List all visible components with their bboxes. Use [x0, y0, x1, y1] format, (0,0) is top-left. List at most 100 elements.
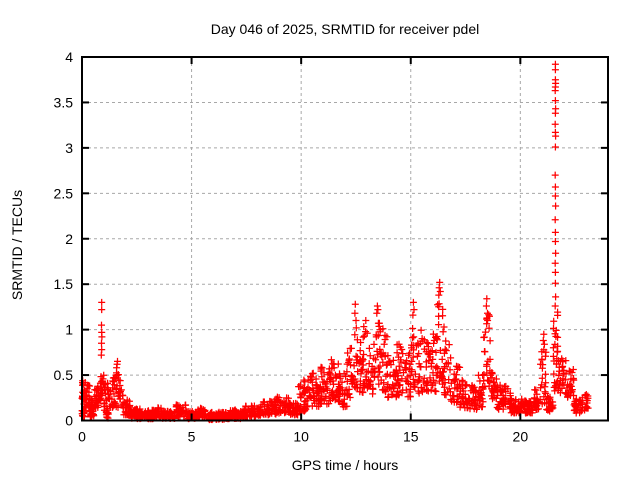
- data-point-plus: [567, 386, 575, 394]
- data-point-plus: [114, 357, 121, 365]
- data-point-plus: [559, 358, 567, 366]
- data-point-plus: [436, 288, 444, 295]
- data-point-plus: [511, 409, 518, 417]
- data-point-plus: [447, 396, 455, 403]
- data-point-plus: [548, 405, 556, 413]
- data-point-plus: [554, 386, 562, 394]
- data-point-plus: [494, 404, 502, 412]
- data-point-plus: [458, 376, 466, 384]
- data-point-plus: [479, 398, 487, 406]
- data-point-plus: [387, 385, 395, 393]
- data-point-plus: [376, 368, 384, 376]
- data-point-plus: [440, 368, 447, 376]
- data-point-plus: [435, 312, 443, 320]
- data-point-plus: [85, 388, 93, 396]
- data-point-plus: [563, 384, 571, 392]
- x-tick-label: 5: [188, 429, 196, 445]
- data-point-plus: [350, 362, 358, 370]
- data-point-plus: [556, 380, 564, 388]
- data-point-plus: [351, 309, 359, 317]
- data-point-plus: [429, 381, 437, 389]
- data-point-plus: [432, 371, 440, 379]
- data-point-plus: [352, 317, 360, 324]
- data-point-plus: [379, 358, 387, 366]
- data-point-plus: [433, 363, 441, 371]
- data-point-plus: [480, 371, 488, 378]
- data-point-plus: [409, 353, 417, 361]
- data-point-plus: [445, 385, 453, 393]
- data-point-plus: [383, 333, 391, 341]
- data-point-plus: [430, 339, 438, 347]
- data-point-plus: [552, 326, 560, 334]
- data-point-plus: [476, 390, 484, 398]
- data-point-plus: [296, 390, 304, 398]
- data-point-plus: [497, 388, 505, 396]
- data-point-plus: [130, 407, 138, 415]
- data-point-plus: [98, 298, 106, 306]
- data-point-plus: [346, 394, 354, 401]
- data-point-plus: [428, 347, 436, 355]
- data-point-plus: [584, 392, 592, 400]
- data-point-plus: [397, 358, 405, 366]
- data-point-plus: [286, 402, 293, 410]
- data-point-plus: [511, 403, 519, 410]
- data-point-plus: [250, 402, 258, 410]
- data-point-plus: [302, 397, 310, 405]
- data-point-plus: [98, 328, 106, 336]
- data-point-plus: [485, 324, 493, 332]
- data-point-plus: [343, 377, 351, 385]
- data-point-plus: [474, 396, 482, 404]
- data-point-plus: [563, 390, 571, 398]
- data-point-plus: [461, 390, 469, 398]
- grid-lines: [82, 57, 608, 421]
- data-point-plus: [98, 321, 105, 329]
- data-point-plus: [267, 398, 275, 406]
- data-point-plus: [432, 388, 440, 395]
- data-point-plus: [122, 404, 130, 412]
- data-point-plus: [368, 363, 376, 370]
- data-point-plus: [404, 373, 412, 381]
- data-point-plus: [384, 352, 392, 360]
- data-point-plus: [490, 378, 498, 386]
- data-point-plus: [471, 400, 479, 408]
- data-point-plus: [357, 339, 365, 346]
- data-point-plus: [372, 333, 380, 341]
- data-point-plus: [242, 402, 250, 410]
- data-point-plus: [478, 391, 486, 399]
- data-point-plus: [565, 367, 573, 375]
- data-point-plus: [406, 392, 414, 400]
- data-point-plus: [331, 371, 339, 379]
- data-point-plus: [375, 322, 383, 330]
- data-point-plus: [403, 378, 411, 386]
- data-point-plus: [151, 407, 159, 415]
- data-point-plus: [435, 291, 443, 299]
- data-point-plus: [484, 309, 491, 317]
- data-point-plus: [302, 405, 310, 413]
- data-point-plus: [450, 370, 458, 378]
- data-point-plus: [104, 394, 112, 402]
- x-tick-label: 10: [293, 429, 309, 445]
- data-point-plus: [569, 366, 577, 373]
- data-point-plus: [551, 330, 559, 338]
- data-point-plus: [96, 379, 104, 387]
- data-point-plus: [484, 317, 492, 324]
- data-point-plus: [286, 408, 294, 416]
- data-point-plus: [551, 340, 559, 348]
- data-point-plus: [417, 326, 425, 334]
- data-point-plus: [258, 408, 266, 416]
- data-point-plus: [551, 302, 559, 310]
- x-axis-label: GPS time / hours: [291, 457, 399, 473]
- data-point-plus: [272, 395, 280, 403]
- data-point-plus: [567, 375, 575, 383]
- data-point-plus: [414, 339, 422, 347]
- data-point-plus: [551, 228, 559, 236]
- data-point-plus: [415, 350, 423, 358]
- data-point-plus: [381, 387, 389, 395]
- data-point-plus: [480, 333, 488, 341]
- data-point-plus: [432, 348, 440, 356]
- data-point-plus: [482, 302, 490, 310]
- data-point-plus: [442, 391, 450, 399]
- data-point-plus: [447, 354, 455, 362]
- y-axis-label: SRMTID / TECUs: [9, 189, 25, 301]
